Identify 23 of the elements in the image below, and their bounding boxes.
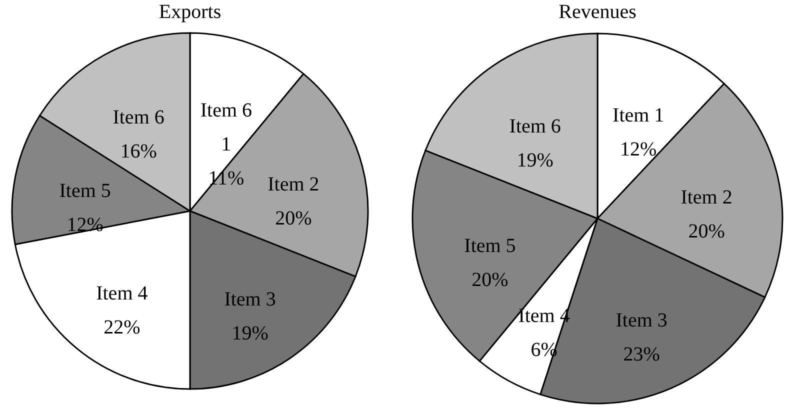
- slice-label: Item 6: [509, 116, 561, 138]
- slice-label: Item 3: [616, 309, 668, 332]
- data-label: 22%: [104, 316, 140, 338]
- data-label: 19%: [232, 322, 268, 344]
- slice-label: Item 5: [59, 180, 111, 202]
- slice-label: Item 5: [464, 235, 516, 258]
- slice-label: Item 2: [268, 173, 320, 196]
- slice-label: Item 1: [612, 104, 664, 126]
- slice-label: Item 3: [224, 288, 276, 310]
- data-label: 12%: [66, 214, 104, 236]
- slice-label: Item 6: [112, 106, 164, 128]
- slice-label: Item 4: [96, 282, 148, 304]
- data-label: 16%: [120, 140, 157, 162]
- data-label: 19%: [516, 150, 554, 172]
- data-label: 20%: [275, 207, 312, 230]
- data-label: 20%: [688, 220, 725, 243]
- slice-label: Item 6 1: [200, 100, 252, 156]
- data-label: 12%: [620, 138, 657, 160]
- chart-title: Exports: [158, 1, 222, 23]
- chart-title: Revenues: [558, 1, 637, 23]
- data-label: 20%: [472, 269, 508, 292]
- data-label: 23%: [623, 343, 660, 366]
- slice-label: Item 2: [680, 186, 732, 209]
